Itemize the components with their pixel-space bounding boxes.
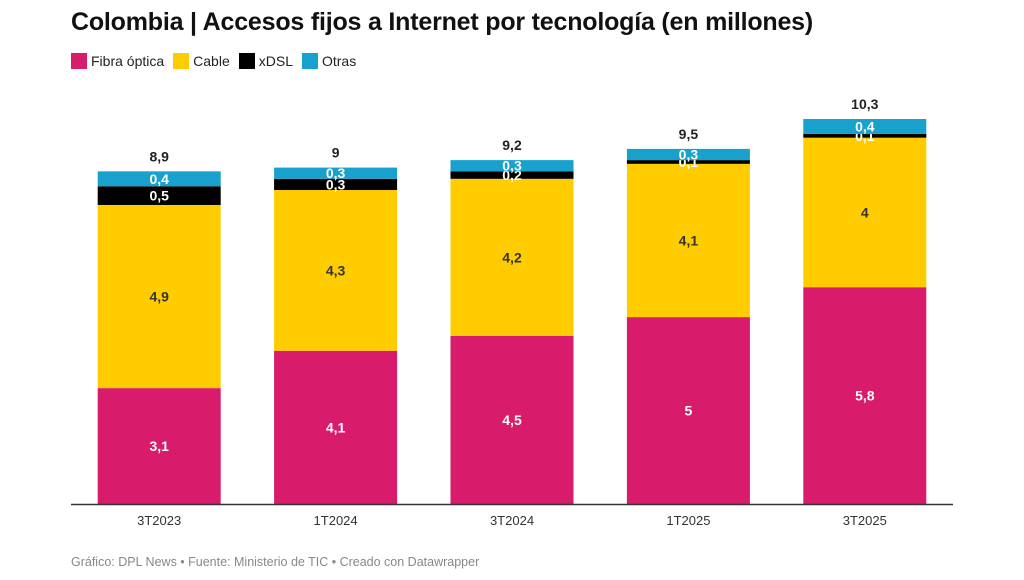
legend: Fibra óptica Cable xDSL Otras bbox=[71, 53, 365, 69]
bar-segment bbox=[274, 178, 398, 191]
bar-segment bbox=[803, 287, 927, 504]
data-label: 0,3 bbox=[502, 158, 522, 174]
legend-swatch bbox=[173, 53, 190, 69]
chart-footer: Gráfico: DPL News • Fuente: Ministerio d… bbox=[71, 555, 480, 569]
legend-item: Fibra óptica bbox=[71, 53, 164, 69]
legend-swatch bbox=[71, 53, 87, 69]
legend-swatch bbox=[238, 53, 255, 69]
bar-segment bbox=[803, 119, 927, 134]
legend-item: Otras bbox=[301, 53, 357, 69]
data-label: 0,4 bbox=[149, 171, 169, 187]
legend-label: Otras bbox=[321, 53, 357, 69]
data-label: 0,3 bbox=[326, 176, 346, 192]
bar-segment bbox=[97, 204, 221, 389]
bar-segment bbox=[626, 163, 750, 318]
x-tick-label: 3T2023 bbox=[137, 513, 181, 528]
total-label: 9,5 bbox=[679, 126, 699, 142]
legend-label: xDSL bbox=[258, 53, 293, 69]
data-label: 0,3 bbox=[326, 165, 346, 181]
x-tick-label: 3T2024 bbox=[490, 513, 534, 528]
data-label: 0,5 bbox=[149, 188, 169, 204]
data-label: 5,8 bbox=[855, 388, 875, 404]
bar-segment bbox=[803, 137, 927, 288]
data-label: 4 bbox=[861, 204, 869, 220]
bar-segment bbox=[97, 388, 221, 504]
bar-segment bbox=[450, 171, 574, 179]
data-label: 4,2 bbox=[502, 249, 522, 265]
data-label: 0,4 bbox=[855, 118, 875, 134]
bar-segment bbox=[97, 186, 221, 205]
data-label: 4,9 bbox=[149, 289, 169, 305]
legend-item: xDSL bbox=[238, 53, 293, 69]
bar-segment bbox=[450, 178, 574, 336]
x-tick-label: 3T2025 bbox=[843, 513, 887, 528]
total-label: 8,9 bbox=[149, 148, 169, 164]
data-label: 4,3 bbox=[326, 262, 346, 278]
x-tick-label: 1T2025 bbox=[666, 513, 710, 528]
total-label: 9 bbox=[332, 145, 340, 161]
bar-segment bbox=[626, 148, 750, 161]
bar-segment bbox=[450, 335, 574, 504]
legend-label: Fibra óptica bbox=[91, 53, 165, 69]
legend-item: Cable bbox=[173, 53, 230, 69]
data-label: 4,1 bbox=[679, 232, 699, 248]
data-label: 4,5 bbox=[502, 412, 522, 428]
bar-segment bbox=[450, 160, 574, 172]
data-label: 3,1 bbox=[149, 438, 169, 454]
legend-label: Cable bbox=[193, 53, 230, 69]
total-label: 10,3 bbox=[851, 96, 878, 112]
bar-segment bbox=[626, 317, 750, 504]
chart-title: Colombia | Accesos fijos a Internet por … bbox=[71, 8, 814, 36]
data-label: 4,1 bbox=[326, 419, 346, 435]
data-label: 5 bbox=[685, 403, 693, 419]
bar-segment bbox=[97, 171, 221, 187]
x-tick-label: 1T2024 bbox=[314, 513, 358, 528]
data-label: 0,3 bbox=[679, 147, 699, 163]
bar-segment bbox=[803, 133, 927, 138]
bar-segment bbox=[274, 190, 398, 351]
legend-swatch bbox=[301, 53, 318, 69]
bar-segment bbox=[626, 160, 750, 164]
total-label: 9,2 bbox=[502, 137, 522, 153]
bar-segment bbox=[274, 350, 398, 504]
bar-segment bbox=[274, 167, 398, 179]
